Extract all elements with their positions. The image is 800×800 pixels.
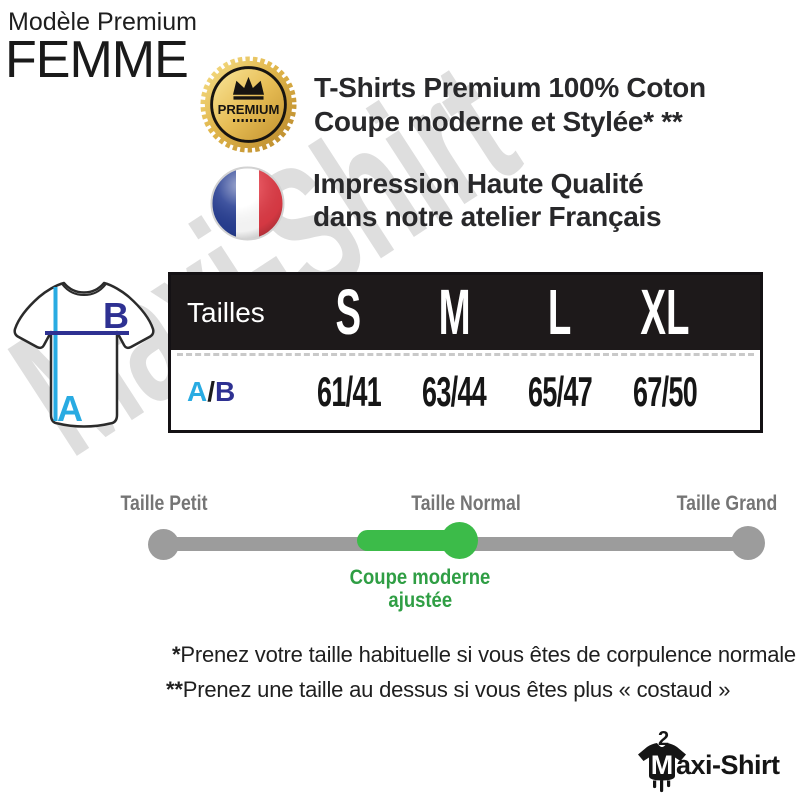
brand-logo: 2 M axi-Shirt [638,728,781,793]
page-title: FEMME [5,31,189,89]
feature-premium-line1: T-Shirts Premium 100% Coton [314,72,706,103]
size-col-s-label: S [335,276,362,348]
size-col-xl: XL [613,275,719,350]
footnote-1-marker: * [172,642,181,667]
feature-print-line1: Impression Haute Qualité [313,168,644,199]
size-value-m-cell: 63/44 [402,368,508,416]
slider-caption-line1: Coupe moderne [349,566,491,589]
size-value-s-cell: 61/41 [296,368,402,416]
size-col-m-label: M [438,276,471,348]
slider-endpoint-right-dot [731,526,765,560]
footnote-1-text: Prenez votre taille habituelle si vous ê… [180,642,796,667]
footnote-1: *Prenez votre taille habituelle si vous … [172,642,796,668]
slider-caption-line2: ajustée [388,589,452,612]
logo-initial: M [651,750,674,780]
logo-wordmark: axi-Shirt [676,750,780,780]
slider-label-normal: Taille Normal [401,492,531,516]
size-value-xl-cell: 67/50 [613,368,719,416]
size-col-s: S [296,275,402,350]
collar-line [61,283,107,297]
slider-label-large: Taille Grand [667,492,787,516]
size-table-row: A/B 61/41 63/44 65/47 67/50 [171,356,760,427]
slider-active-segment [357,530,461,551]
logo-tshirt-icon [638,743,686,793]
size-col-l-label: L [548,276,572,348]
row-label-a: A [187,375,208,407]
measure-label-b: B [103,295,129,336]
tshirt-outline [13,281,155,428]
footnote-2-marker: ** [166,677,183,702]
french-flag-icon [210,166,285,241]
size-value-xl: 67/50 [633,367,698,415]
size-col-m: M [402,275,508,350]
size-value-m: 63/44 [422,367,487,415]
model-subtitle: Modèle Premium [8,8,197,36]
size-col-l: L [507,275,613,350]
footnote-2-text: Prenez une taille au dessus si vous êtes… [182,677,731,702]
crown-icon [232,76,265,100]
slider-endpoint-left-dot [148,529,179,560]
feature-print-line2: dans notre atelier Français [313,201,662,232]
slider-label-normal-text: Taille Normal [411,492,521,515]
size-table-header-label: Tailles [187,296,265,328]
size-table-corner: Tailles [171,297,296,329]
logo-hanger-hook: 2 [658,728,669,750]
row-label-ab: A/B [171,376,296,408]
premium-badge-icon: PREMIUM [200,56,297,153]
slider-label-small-text: Taille Petit [120,492,208,515]
table-divider [177,353,754,356]
size-table-header: Tailles S M L XL [171,275,760,350]
slider-caption: Coupe moderne ajustée [340,566,500,612]
feature-premium-line2: Coupe moderne et Stylée* ** [314,106,683,137]
tshirt-measurement-diagram: B A [13,281,155,429]
size-col-xl-label: XL [640,276,690,348]
row-label-b: B [215,375,236,407]
feature-print-text: Impression Haute Qualité dans notre atel… [313,167,662,233]
slider-knob [441,522,478,559]
slider-label-small: Taille Petit [112,492,215,516]
size-value-l: 65/47 [527,367,593,415]
size-value-s: 61/41 [316,367,382,415]
feature-premium-text: T-Shirts Premium 100% Coton Coupe modern… [314,71,706,139]
size-table: Tailles S M L XL A/B 61/41 63/44 65/47 6… [168,272,763,433]
footnote-2: **Prenez une taille au dessus si vous êt… [166,677,730,703]
measure-label-a: A [57,388,83,429]
size-value-l-cell: 65/47 [507,368,613,416]
slider-label-large-text: Taille Grand [676,492,778,515]
badge-label: PREMIUM [218,102,280,117]
row-label-separator: / [207,375,216,407]
